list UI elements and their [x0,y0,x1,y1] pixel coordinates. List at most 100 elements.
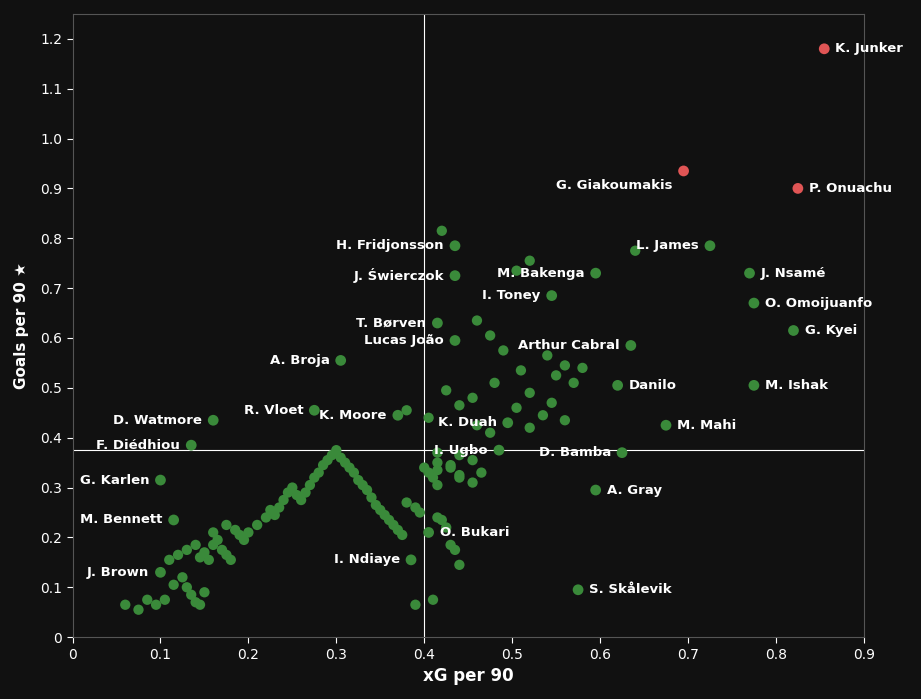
Point [237,534,251,545]
Text: J. Brown: J. Brown [87,565,149,579]
Point [321,454,335,466]
Point [413,507,427,518]
Point [202,554,216,565]
Point [448,335,462,346]
Point [167,579,181,591]
Point [742,268,757,279]
Point [747,380,762,391]
Point [438,522,453,533]
Point [381,514,396,526]
Point [162,554,177,565]
Point [483,427,497,438]
Point [470,315,484,326]
Point [197,586,212,598]
Point [206,540,221,551]
Point [263,505,278,516]
Point [232,529,247,540]
Point [452,449,467,461]
Text: G. Karlen: G. Karlen [80,474,149,487]
Text: D. Watmore: D. Watmore [113,414,202,427]
Point [421,467,436,478]
Point [430,512,445,523]
Point [628,245,643,257]
Point [175,572,190,583]
Text: M. Mahi: M. Mahi [677,419,737,432]
Point [368,499,383,510]
Text: M. Bennett: M. Bennett [80,514,162,526]
Point [118,599,133,610]
Point [571,584,586,596]
Point [316,459,331,470]
Text: I. Ugbo: I. Ugbo [434,444,488,456]
Text: P. Onuachu: P. Onuachu [809,182,892,195]
Text: D. Bamba: D. Bamba [539,446,611,459]
Point [342,462,356,473]
Point [426,594,440,605]
Point [540,350,554,361]
Point [659,419,673,431]
Point [465,454,480,466]
Text: A. Gray: A. Gray [607,484,662,496]
Point [148,599,163,610]
Point [522,387,537,398]
Point [227,524,242,535]
Text: T. Børven: T. Børven [356,317,426,329]
Text: L. James: L. James [636,239,699,252]
Text: J. Nsamé: J. Nsamé [761,266,826,280]
Point [259,512,274,523]
Text: O. Omoijuanfo: O. Omoijuanfo [765,296,872,310]
Point [333,355,348,366]
Point [140,594,155,605]
Point [267,510,282,521]
Point [364,492,379,503]
Point [378,510,392,521]
Point [294,494,309,505]
Point [557,360,572,371]
Point [544,397,559,408]
Point [430,457,445,468]
Point [206,527,221,538]
X-axis label: xG per 90: xG per 90 [423,667,514,685]
Point [219,549,234,561]
Point [324,449,339,461]
Point [438,384,453,396]
Point [443,462,458,473]
Point [219,519,234,531]
Text: M. Ishak: M. Ishak [765,379,828,392]
Point [351,475,366,486]
Text: I. Toney: I. Toney [483,289,541,302]
Point [206,415,221,426]
Point [535,410,550,421]
Point [509,265,524,276]
Point [514,365,529,376]
Point [391,410,405,421]
Point [421,412,436,424]
Point [346,467,361,478]
Point [787,325,801,336]
Point [298,487,313,498]
Point [452,559,467,570]
Point [474,467,489,478]
Point [408,502,423,513]
Point [170,549,185,561]
Text: K. Duah: K. Duah [437,416,496,429]
Point [400,405,414,416]
Point [386,519,401,531]
Point [452,470,467,481]
Point [329,445,344,456]
Point [250,519,264,531]
Text: M. Bakenga: M. Bakenga [497,266,585,280]
Point [281,487,296,498]
Point [180,545,194,556]
Point [443,459,458,470]
Point [188,540,203,551]
Text: H. Fridjonsson: H. Fridjonsson [336,239,444,252]
Point [589,484,603,496]
Point [417,462,432,473]
Point [184,589,199,600]
Point [307,472,321,483]
Point [285,482,299,493]
Text: Lucas João: Lucas João [364,334,444,347]
Point [448,240,462,252]
Point [408,599,423,610]
